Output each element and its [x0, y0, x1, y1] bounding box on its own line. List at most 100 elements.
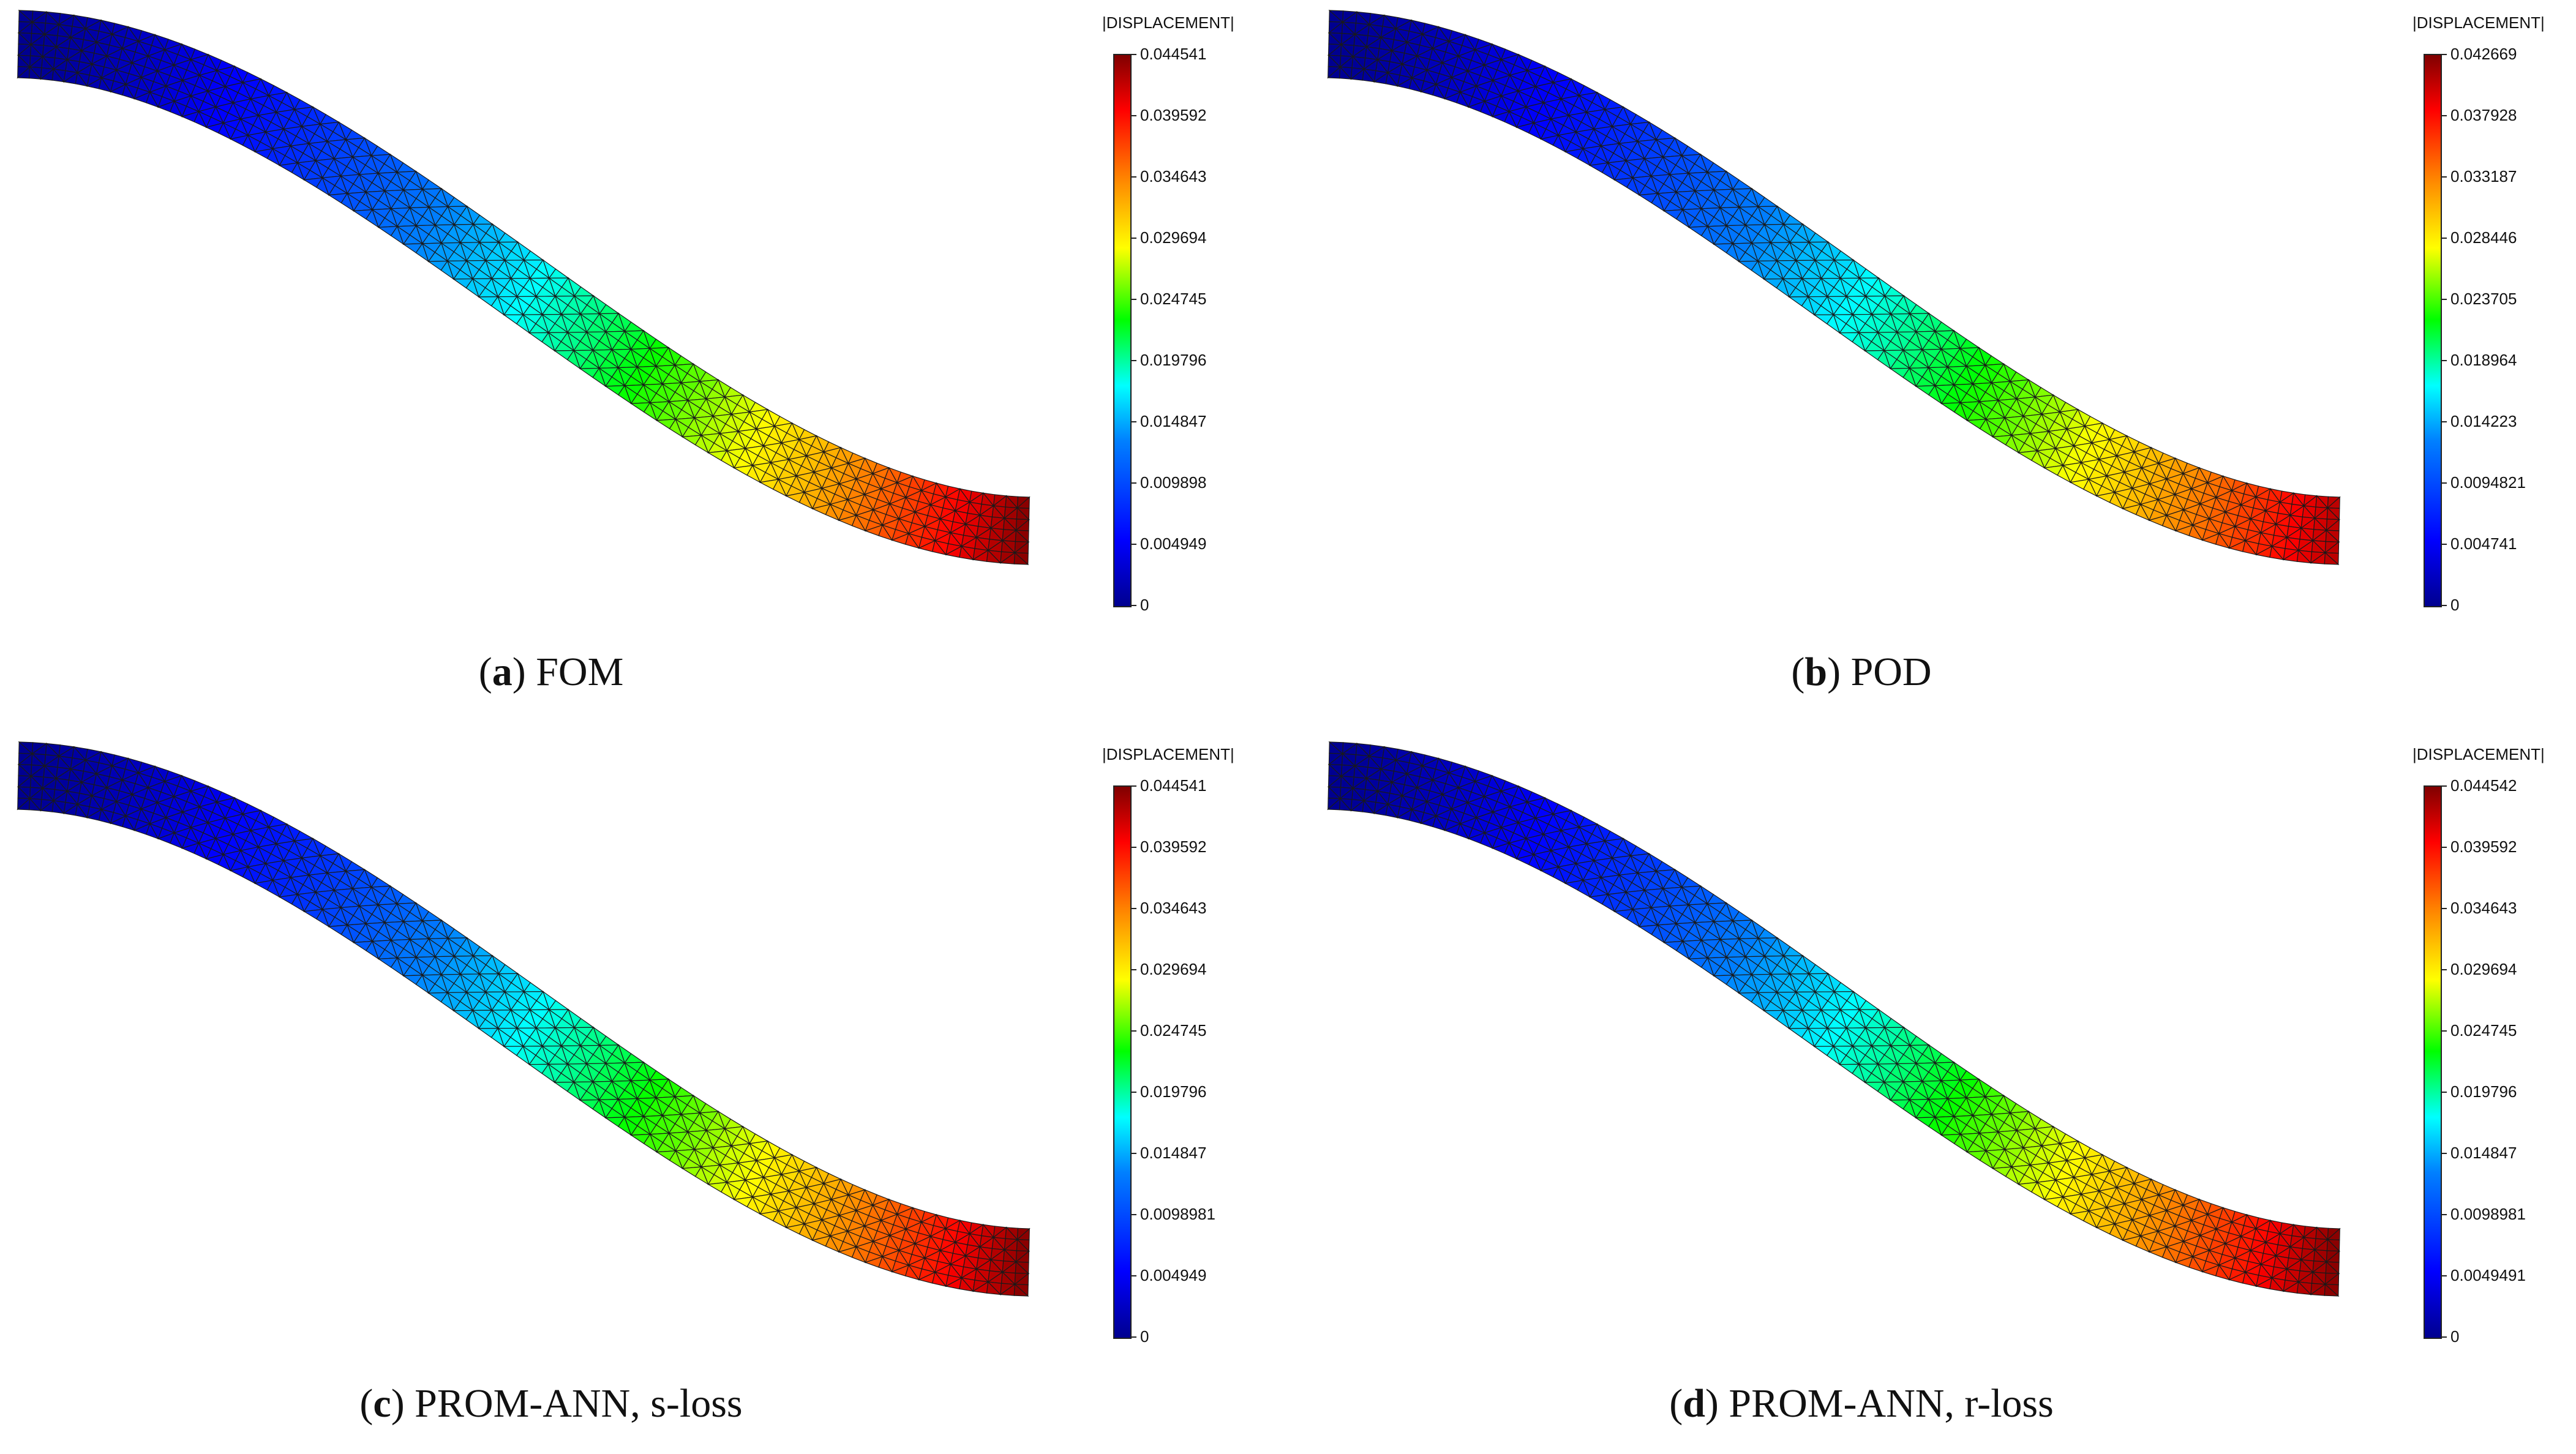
- mesh-element: [242, 866, 256, 885]
- colorbar-tickmark: [1132, 605, 1136, 606]
- colorbar-tickmark: [2442, 421, 2447, 422]
- mesh-element: [1979, 418, 1994, 438]
- mesh-element: [1577, 879, 1591, 898]
- colorbar-tick-label: 0.042669: [2450, 45, 2517, 63]
- mesh-element: [1362, 800, 1375, 814]
- mesh-element: [366, 940, 380, 960]
- colorbar-tick-label: 0: [2450, 1327, 2460, 1346]
- mesh-element: [643, 1133, 658, 1153]
- mesh-element: [440, 992, 454, 1012]
- mesh-element: [1480, 100, 1493, 118]
- mesh-element: [1013, 1283, 1029, 1297]
- mesh-element: [1651, 924, 1665, 943]
- mesh-element: [2324, 1283, 2340, 1297]
- mesh-element: [51, 68, 65, 83]
- mesh-element: [720, 1181, 735, 1201]
- colorbar-tick-label: 0.023705: [2450, 290, 2517, 308]
- mesh-element: [541, 332, 555, 352]
- mesh-element: [1385, 803, 1399, 819]
- colorbar-tick-label: 0.024745: [1140, 290, 1207, 308]
- mesh-element: [98, 77, 112, 92]
- mesh-element: [1552, 134, 1566, 153]
- colorbar-tickmark: [2442, 969, 2447, 970]
- mesh-element: [2082, 478, 2098, 497]
- mesh-element: [2057, 464, 2071, 484]
- colorbar-tick-label: 0.034643: [1140, 167, 1207, 185]
- colorbar-tickmark: [1132, 969, 1136, 970]
- colorbar-tick-label: 0.033187: [2450, 167, 2517, 185]
- displacement-plot: [17, 9, 1031, 566]
- colorbar-title: |DISPLACEMENT|: [1102, 13, 1234, 32]
- panel-a: |DISPLACEMENT| 0.044541 0.039592 0.034643 0.…: [0, 0, 1310, 722]
- colorbar-tickmark: [1132, 482, 1136, 484]
- mesh-element: [98, 808, 112, 824]
- mesh-element: [242, 134, 256, 153]
- colorbar-tick-label: 0.039592: [2450, 838, 2517, 856]
- mesh-element: [2296, 549, 2312, 564]
- colorbar-tick-label: 0.014847: [2450, 1144, 2517, 1162]
- mesh-element: [931, 539, 947, 555]
- mesh-element: [1676, 209, 1690, 228]
- mesh-element: [1826, 313, 1841, 334]
- mesh-element: [366, 209, 380, 228]
- colorbar-tickmark: [2442, 115, 2447, 116]
- displacement-plot: [1327, 741, 2341, 1297]
- beam-mesh: [1327, 9, 2341, 566]
- mesh-element: [340, 924, 355, 943]
- mesh-element: [217, 853, 231, 872]
- colorbar-tickmark: [2442, 1336, 2447, 1338]
- mesh-element: [1528, 853, 1542, 872]
- colorbar-tickmark: [1132, 238, 1136, 239]
- mesh-element: [1455, 823, 1470, 840]
- mesh-element: [1776, 278, 1790, 298]
- mesh-element: [1676, 940, 1690, 960]
- colorbar-tickmark: [1132, 421, 1136, 422]
- colorbar-tickmark: [2442, 299, 2447, 300]
- colorbar-tickmark: [2442, 1030, 2447, 1032]
- colorbar-tick-label: 0.034643: [2450, 899, 2517, 917]
- mesh-element: [1826, 1045, 1841, 1066]
- colorbar-tick-label: 0.039592: [1140, 106, 1207, 124]
- colorbar-tick-label: 0.014847: [1140, 412, 1207, 430]
- mesh-element: [217, 122, 231, 140]
- mesh-element: [566, 1081, 581, 1101]
- mesh-element: [193, 842, 208, 860]
- mesh-element: [592, 1099, 607, 1119]
- mesh-element: [516, 313, 530, 334]
- mesh-element: [1552, 866, 1566, 885]
- beam-mesh: [17, 741, 1031, 1297]
- mesh-element: [1601, 162, 1615, 181]
- mesh-element: [617, 1116, 632, 1136]
- mesh-element: [1801, 296, 1816, 316]
- mesh-element: [170, 100, 183, 118]
- colorbar-tickmark: [1132, 1092, 1136, 1093]
- mesh-element: [1877, 1081, 1891, 1101]
- mesh-element: [2215, 533, 2231, 549]
- mesh-element: [1852, 1063, 1866, 1084]
- mesh-element: [694, 434, 709, 454]
- panel-caption: (c) PROM-ANN, s-loss: [359, 1381, 743, 1426]
- mesh-element: [2296, 1281, 2312, 1295]
- colorbar-tick-label: 0.044541: [1140, 45, 1207, 63]
- colorbar-tickmark: [1132, 299, 1136, 300]
- mesh-element: [122, 83, 135, 100]
- mesh-element: [2082, 1210, 2098, 1229]
- mesh-element: [1408, 77, 1422, 92]
- mesh-element: [390, 957, 405, 977]
- mesh-element: [825, 503, 840, 522]
- mesh-element: [541, 1063, 555, 1084]
- mesh-element: [1480, 831, 1493, 849]
- mesh-element: [1577, 148, 1591, 167]
- mesh-element: [2324, 552, 2340, 565]
- mesh-element: [28, 797, 42, 811]
- colorbar-tick-label: 0.044542: [2450, 776, 2517, 795]
- mesh-element: [566, 350, 581, 370]
- mesh-element: [1953, 1133, 1968, 1153]
- mesh-element: [1751, 992, 1765, 1012]
- mesh-element: [1339, 797, 1352, 811]
- beam-mesh: [1327, 741, 2341, 1297]
- mesh-element: [1455, 91, 1470, 108]
- colorbar-tick-label: 0.0094821: [2450, 473, 2526, 492]
- colorbar-tickmark: [1132, 1336, 1136, 1338]
- mesh-element: [266, 148, 280, 167]
